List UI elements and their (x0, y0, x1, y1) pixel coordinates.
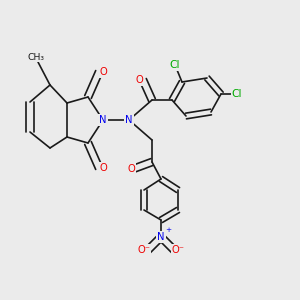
Text: Cl: Cl (170, 60, 180, 70)
Text: CH₃: CH₃ (28, 52, 44, 62)
Text: O: O (99, 163, 107, 173)
Text: N: N (125, 115, 133, 125)
Text: O: O (127, 164, 135, 174)
Text: O: O (135, 75, 143, 85)
Text: O: O (99, 67, 107, 77)
Text: +: + (165, 227, 171, 233)
Text: O⁻: O⁻ (172, 245, 184, 255)
Text: Cl: Cl (232, 89, 242, 99)
Text: N: N (99, 115, 107, 125)
Text: O⁻: O⁻ (137, 245, 151, 255)
Text: N: N (157, 232, 165, 242)
